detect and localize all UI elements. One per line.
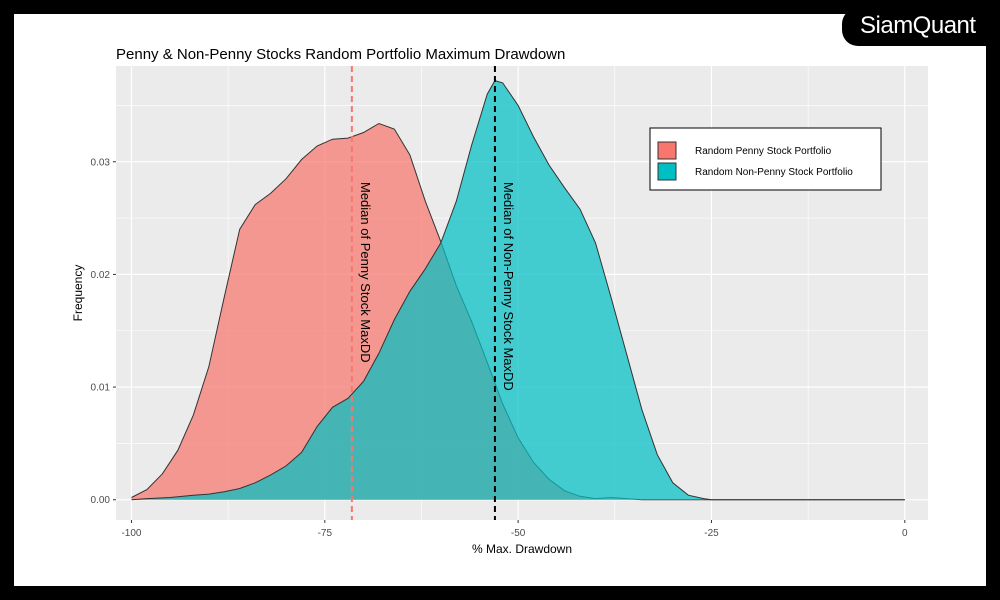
density-area-penny bbox=[131, 123, 905, 500]
y-tick-label: 0.02 bbox=[91, 270, 111, 281]
median-label-penny: Median of Penny Stock MaxDD bbox=[358, 182, 373, 363]
x-tick-label: -50 bbox=[511, 528, 526, 539]
median-label-non-penny: Median of Non-Penny Stock MaxDD bbox=[501, 182, 516, 391]
x-tick-label: -75 bbox=[318, 528, 333, 539]
y-tick-label: 0.01 bbox=[91, 383, 111, 394]
axis-ticks: -100 -75 -50 -25 0 0.00 0.01 0.02 0.03 bbox=[91, 157, 908, 539]
legend-box bbox=[649, 127, 882, 191]
y-axis-title: Frequency bbox=[71, 265, 85, 322]
legend-label-penny: Random Penny Stock Portfolio bbox=[695, 146, 832, 157]
legend-label-non-penny: Random Non-Penny Stock Portfolio bbox=[695, 167, 853, 178]
x-tick-label: -100 bbox=[121, 528, 141, 539]
chart-title: Penny & Non-Penny Stocks Random Portfoli… bbox=[116, 46, 565, 63]
density-outline-non-penny bbox=[131, 80, 905, 501]
y-tick-label: 0.00 bbox=[91, 495, 111, 506]
x-axis-title: % Max. Drawdown bbox=[472, 542, 572, 556]
legend-key-non-penny bbox=[657, 162, 677, 181]
legend: Random Penny Stock Portfolio Random Non-P… bbox=[649, 127, 882, 191]
density-areas bbox=[131, 80, 905, 501]
siamquant-logo: SiamQuant bbox=[842, 8, 992, 46]
density-area-non-penny bbox=[131, 80, 905, 500]
legend-key-penny bbox=[657, 141, 677, 160]
y-tick-label: 0.03 bbox=[91, 157, 111, 168]
x-tick-label: -25 bbox=[704, 528, 719, 539]
median-lines: Median of Penny Stock MaxDD Median of Non… bbox=[350, 66, 516, 520]
x-tick-label: 0 bbox=[902, 528, 908, 539]
